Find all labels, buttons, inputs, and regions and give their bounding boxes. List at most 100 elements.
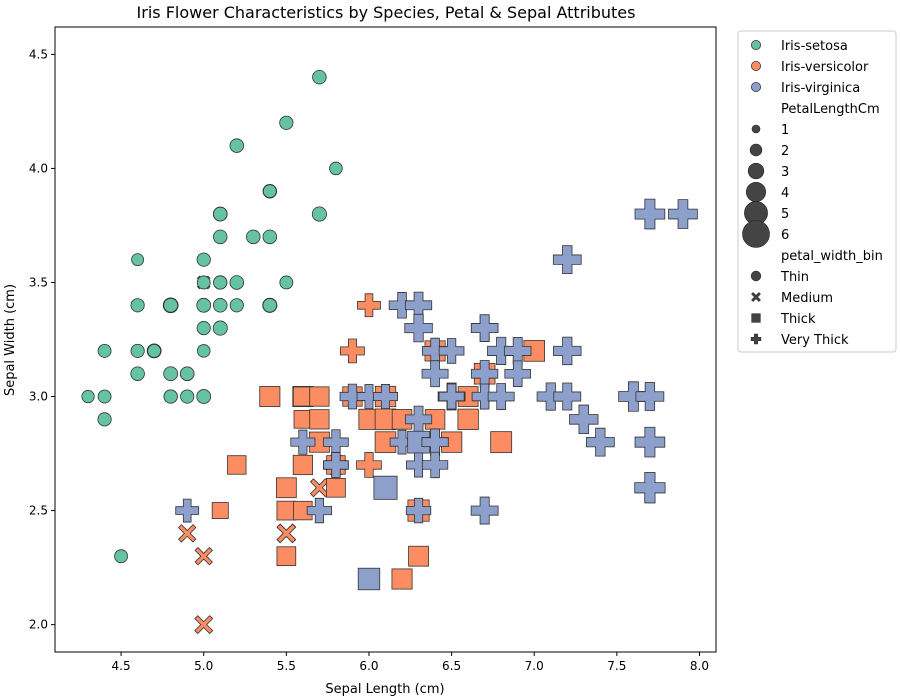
point-iris-versicolor: [194, 615, 214, 635]
point-iris-setosa: [163, 389, 178, 404]
point-iris-versicolor: [490, 431, 513, 454]
x-tick-label: 7.0: [525, 659, 544, 673]
point-iris-setosa: [312, 69, 327, 85]
point-iris-versicolor: [357, 293, 381, 318]
point-iris-setosa: [213, 298, 228, 313]
point-iris-virginica: [668, 199, 698, 229]
legend-size-swatch: [751, 124, 761, 134]
point-iris-virginica: [487, 383, 515, 410]
legend-swatch-iris-setosa: [751, 40, 762, 51]
point-iris-versicolor: [340, 338, 365, 364]
point-iris-setosa: [212, 320, 228, 336]
legend-size-swatch: [742, 220, 770, 248]
point-iris-versicolor: [177, 524, 197, 543]
point-iris-setosa: [262, 184, 277, 199]
point-iris-setosa: [81, 389, 95, 404]
point-iris-setosa: [279, 275, 294, 290]
point-iris-virginica: [421, 451, 449, 479]
point-iris-versicolor: [276, 500, 297, 521]
point-iris-setosa: [196, 344, 211, 358]
x-axis-ticks: 4.5 5.0 5.5 6.0 6.5 7.0 7.5 8.0: [112, 652, 709, 673]
point-iris-virginica: [504, 360, 531, 387]
point-iris-setosa: [130, 366, 145, 381]
point-iris-setosa: [147, 343, 162, 358]
point-iris-setosa: [179, 366, 195, 381]
legend-size-swatch: [749, 143, 763, 157]
legend-style-label: Thick: [780, 312, 816, 327]
point-iris-virginica: [421, 360, 449, 388]
legend-frame: [737, 30, 897, 353]
point-iris-versicolor: [408, 545, 429, 567]
point-iris-setosa: [229, 275, 244, 290]
point-iris-versicolor: [293, 410, 313, 429]
x-tick-label: 7.5: [607, 659, 626, 673]
legend-size-label: 6: [781, 228, 789, 243]
point-iris-versicolor: [194, 546, 213, 566]
legend-size-label: 2: [781, 144, 789, 159]
point-iris-setosa: [279, 115, 294, 130]
point-iris-versicolor: [326, 477, 346, 498]
x-tick-label: 6.5: [442, 659, 461, 673]
legend-label-species: Iris-setosa: [781, 39, 848, 54]
point-iris-setosa: [262, 229, 278, 245]
legend-style-title: petal_width_bin: [781, 249, 883, 264]
point-iris-virginica: [553, 382, 582, 411]
plot-area-background: [55, 27, 716, 652]
point-iris-setosa: [196, 252, 211, 267]
x-tick-label: 5.5: [277, 659, 296, 673]
point-iris-virginica: [634, 426, 666, 458]
legend-size-label: 4: [781, 186, 789, 201]
data-points: [81, 69, 698, 635]
legend-size-swatch: [745, 182, 766, 203]
legend-style-swatch-x: [751, 292, 761, 302]
point-iris-setosa: [246, 229, 261, 245]
point-iris-virginica: [553, 336, 582, 366]
point-iris-versicolor: [309, 409, 330, 430]
point-iris-setosa: [114, 549, 129, 564]
point-iris-versicolor: [259, 386, 281, 408]
point-iris-setosa: [163, 297, 179, 313]
legend: Iris-setosa Iris-versicolor Iris-virginica…: [737, 30, 897, 353]
x-tick-label: 5.0: [194, 659, 213, 673]
legend-size-label: 1: [781, 123, 789, 138]
point-iris-setosa: [196, 321, 211, 336]
point-iris-versicolor: [276, 523, 297, 544]
x-axis-label: Sepal Length (cm): [325, 682, 444, 697]
point-iris-setosa: [213, 206, 228, 222]
legend-swatch-iris-versicolor: [751, 61, 762, 72]
plot-area-frame: [54, 26, 717, 653]
legend-label-species: Iris-virginica: [781, 81, 860, 96]
point-iris-versicolor: [227, 455, 247, 475]
legend-style-swatch-plus: [750, 333, 762, 345]
legend-style-label: Medium: [781, 291, 833, 306]
legend-size-label: 3: [781, 165, 789, 180]
legend-style-swatch-circle: [750, 270, 762, 282]
point-iris-versicolor: [211, 502, 229, 520]
point-iris-setosa: [229, 138, 244, 153]
point-iris-virginica: [438, 383, 465, 410]
point-iris-virginica: [290, 429, 316, 455]
point-iris-versicolor: [391, 568, 413, 590]
point-iris-setosa: [163, 366, 179, 382]
point-iris-virginica: [405, 497, 432, 524]
legend-label-species: Iris-versicolor: [781, 60, 869, 75]
point-iris-virginica: [585, 427, 615, 457]
point-iris-setosa: [329, 161, 343, 176]
point-iris-virginica: [404, 313, 433, 343]
legend-size-swatch: [747, 162, 765, 180]
point-iris-virginica: [634, 198, 666, 230]
legend-style-label: Thin: [780, 270, 809, 285]
point-iris-virginica: [569, 404, 599, 435]
y-axis-label: Sepal Width (cm): [3, 284, 18, 396]
point-iris-setosa: [311, 206, 327, 222]
y-tick-label: 4.0: [29, 161, 48, 175]
legend-entries: Iris-setosa Iris-versicolor Iris-virginica…: [742, 39, 883, 348]
point-iris-setosa: [196, 389, 212, 404]
legend-swatch-iris-virginica: [751, 82, 762, 93]
point-iris-setosa: [130, 343, 145, 358]
point-iris-setosa: [196, 275, 211, 290]
legend-style-label: Very Thick: [781, 333, 849, 348]
x-tick-label: 8.0: [690, 659, 709, 673]
point-iris-versicolor: [457, 408, 479, 430]
x-tick-label: 4.5: [112, 659, 131, 673]
